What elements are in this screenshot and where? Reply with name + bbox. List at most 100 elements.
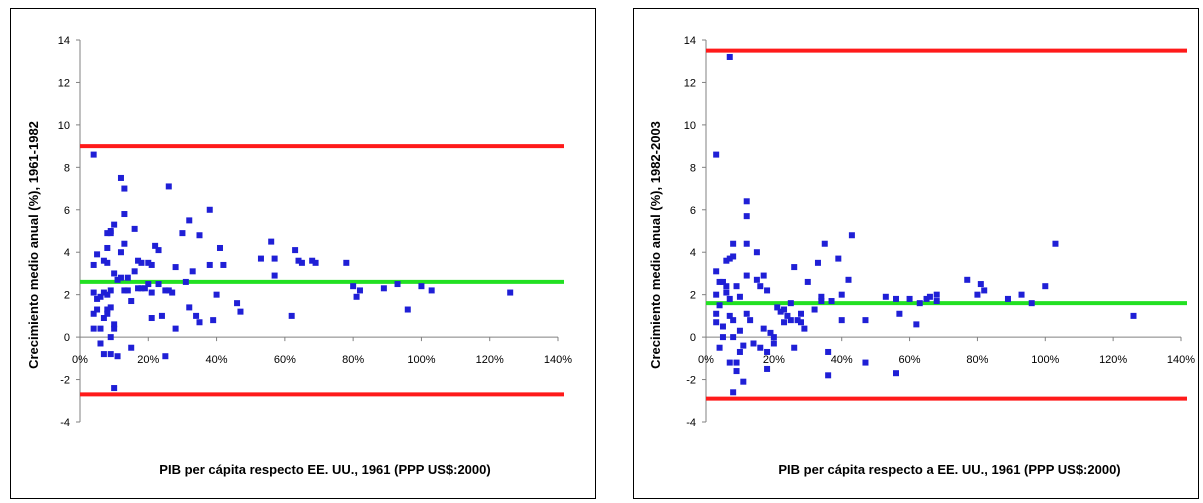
- data-point: [148, 261, 155, 268]
- data-point: [90, 261, 97, 268]
- data-point: [777, 308, 784, 315]
- data-point: [162, 287, 169, 294]
- data-point: [237, 308, 244, 315]
- data-point: [723, 289, 730, 296]
- data-point: [155, 281, 162, 288]
- data-point: [94, 251, 101, 258]
- data-point: [825, 348, 832, 355]
- y-tick-label: 14: [684, 35, 696, 47]
- data-point: [104, 306, 111, 313]
- data-point: [916, 300, 923, 307]
- data-point: [117, 174, 124, 181]
- y-tick-label: -4: [60, 417, 70, 429]
- data-point: [111, 270, 118, 277]
- data-point: [730, 317, 737, 324]
- data-point: [107, 351, 114, 358]
- data-point: [964, 276, 971, 283]
- data-point: [128, 344, 135, 351]
- data-point: [394, 281, 401, 288]
- data-point: [179, 230, 186, 237]
- data-point: [114, 276, 121, 283]
- y-tick-label: 8: [64, 162, 70, 174]
- data-point: [148, 289, 155, 296]
- data-point: [913, 321, 920, 328]
- data-point: [730, 253, 737, 260]
- data-point: [288, 312, 295, 319]
- data-point: [753, 249, 760, 256]
- data-point: [210, 317, 217, 324]
- data-point: [131, 225, 138, 232]
- data-point: [791, 264, 798, 271]
- chart-frame: [10, 8, 596, 499]
- data-point: [730, 334, 737, 341]
- y-tick-label: 14: [58, 35, 70, 47]
- data-point: [124, 274, 131, 281]
- data-point: [507, 289, 514, 296]
- data-point: [838, 317, 845, 324]
- data-point: [107, 287, 114, 294]
- data-point: [814, 259, 821, 266]
- data-point: [730, 240, 737, 247]
- data-point: [784, 312, 791, 319]
- data-point: [104, 291, 111, 298]
- data-point: [787, 317, 794, 324]
- x-tick-label: 140%: [544, 354, 572, 366]
- data-point: [148, 315, 155, 322]
- x-tick-label: 60%: [274, 354, 296, 366]
- y-tick-label: 10: [684, 120, 696, 132]
- data-point: [104, 244, 111, 251]
- data-point: [131, 268, 138, 275]
- x-tick-label: 0%: [698, 354, 714, 366]
- data-point: [111, 321, 118, 328]
- data-point: [135, 257, 142, 264]
- data-point: [781, 306, 788, 313]
- data-point: [838, 291, 845, 298]
- data-point: [767, 329, 774, 336]
- data-point: [121, 287, 128, 294]
- data-point: [165, 287, 172, 294]
- data-point: [189, 268, 196, 275]
- data-point: [811, 306, 818, 313]
- data-point: [234, 300, 241, 307]
- data-point: [716, 278, 723, 285]
- data-point: [128, 298, 135, 305]
- data-point: [716, 302, 723, 309]
- data-point: [186, 217, 193, 224]
- data-point: [1028, 300, 1035, 307]
- data-point: [977, 281, 984, 288]
- data-point: [733, 283, 740, 290]
- data-point: [418, 283, 425, 290]
- data-point: [845, 276, 852, 283]
- data-point: [169, 289, 176, 296]
- data-point: [353, 293, 360, 300]
- data-point: [726, 359, 733, 366]
- data-point: [896, 310, 903, 317]
- data-point: [158, 312, 165, 319]
- data-point: [121, 185, 128, 192]
- y-axis-label: Crecimiento medio anual (%), 1961-1982: [26, 121, 41, 369]
- y-tick-label: 4: [690, 247, 696, 259]
- data-point: [862, 359, 869, 366]
- x-tick-label: 80%: [342, 354, 364, 366]
- data-point: [893, 370, 899, 377]
- data-point: [781, 319, 788, 326]
- data-point: [117, 249, 124, 256]
- y-tick-label: -2: [60, 375, 70, 387]
- data-point: [94, 295, 101, 302]
- data-point: [933, 298, 940, 305]
- data-point: [104, 259, 111, 266]
- data-point: [268, 238, 275, 245]
- data-point: [141, 285, 148, 292]
- data-point: [350, 283, 357, 290]
- data-point: [271, 255, 278, 262]
- data-point: [196, 319, 203, 326]
- data-point: [162, 353, 169, 360]
- data-point: [216, 244, 223, 251]
- data-point: [757, 344, 764, 351]
- data-point: [220, 261, 227, 268]
- x-tick-label: 80%: [966, 354, 988, 366]
- y-tick-label: 0: [64, 332, 70, 344]
- data-point: [747, 317, 754, 324]
- data-point: [121, 240, 128, 247]
- data-point: [1004, 295, 1011, 302]
